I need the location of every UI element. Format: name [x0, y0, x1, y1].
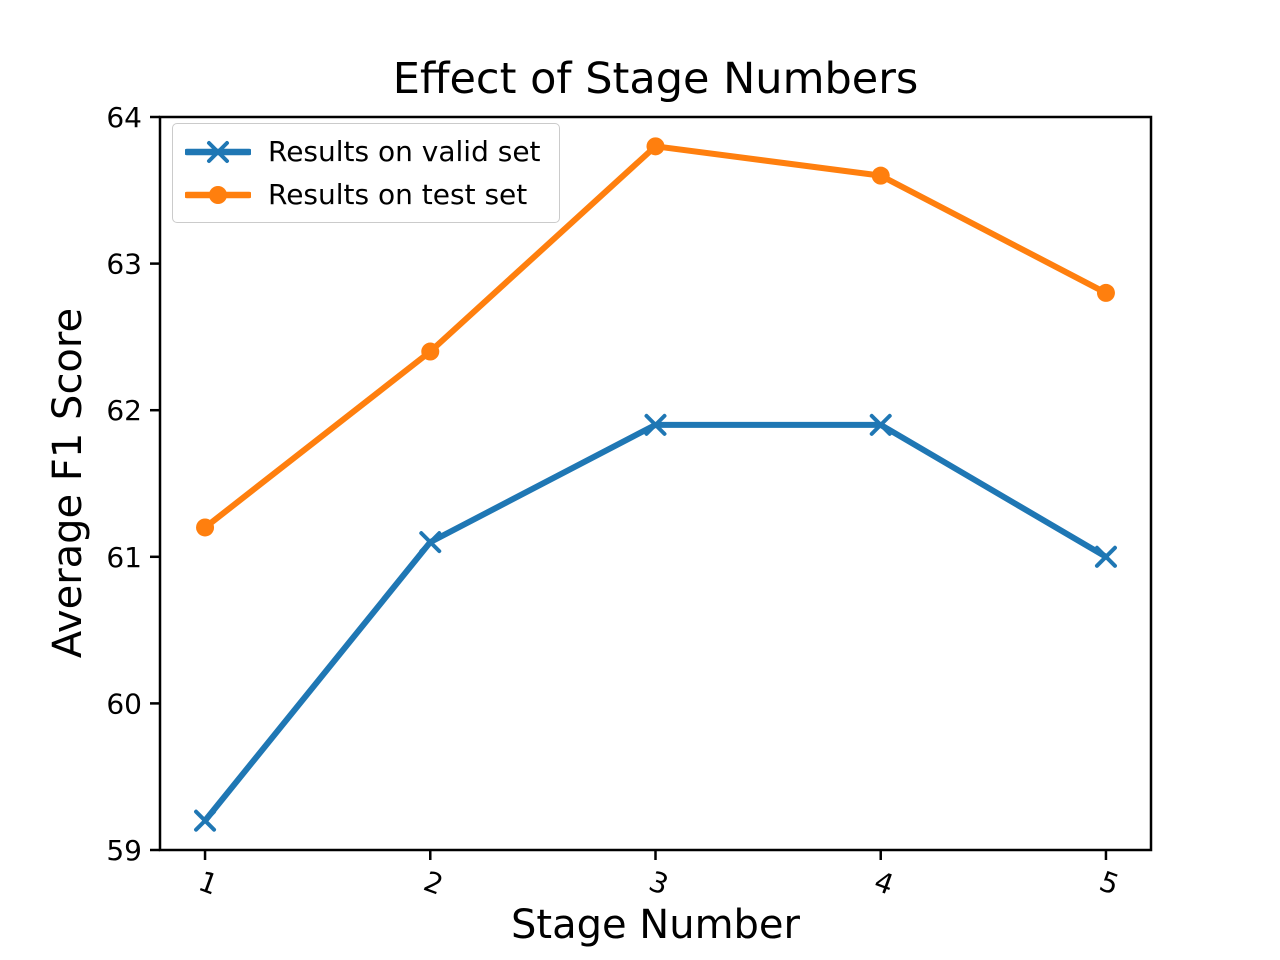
x-tick-label: 2 — [420, 865, 448, 902]
x-axis-label: Stage Number — [511, 902, 800, 948]
series-line-0 — [202, 421, 1109, 824]
legend-sample-svg — [185, 140, 251, 163]
legend-item-test-set: Results on test set — [185, 173, 541, 216]
series-marker-x — [194, 809, 217, 832]
valid-set-line-x-marker-icon — [185, 138, 251, 166]
series-marker-x — [1094, 545, 1117, 568]
chart-title: Effect of Stage Numbers — [392, 54, 919, 104]
series-marker-x — [869, 413, 892, 436]
series-marker-circle — [196, 518, 215, 537]
series-marker-circle — [209, 185, 227, 204]
legend-item-valid-set: Results on valid set — [185, 130, 541, 173]
y-tick-label: 60 — [106, 687, 142, 720]
legend-item-label: Results on valid set — [268, 135, 541, 168]
x-tick-label: 4 — [870, 865, 898, 902]
y-tick-label: 61 — [106, 541, 142, 574]
series-marker-circle — [1096, 283, 1115, 302]
series-marker-circle — [421, 342, 440, 361]
series-marker-circle — [871, 166, 890, 185]
y-tick-label: 62 — [106, 394, 142, 427]
series-marker-x — [644, 413, 667, 436]
y-axis-label: Average F1 Score — [45, 307, 91, 659]
x-tick-label: 1 — [194, 865, 222, 902]
y-tick-label: 59 — [106, 834, 142, 867]
legend: Results on valid set Results on test set — [172, 123, 560, 223]
axis-frame — [158, 115, 1153, 852]
series-marker-circle — [646, 137, 665, 156]
y-tick-label: 64 — [106, 101, 142, 134]
legend-sample-svg — [185, 185, 251, 204]
series-marker-x — [207, 140, 229, 163]
y-tick-label: 63 — [106, 248, 142, 281]
test-set-line-circle-marker-icon — [185, 181, 251, 209]
x-tick-label: 3 — [645, 865, 673, 902]
x-tick-label: 5 — [1095, 865, 1123, 902]
legend-item-label: Results on test set — [268, 178, 528, 211]
series-marker-x — [419, 531, 442, 554]
